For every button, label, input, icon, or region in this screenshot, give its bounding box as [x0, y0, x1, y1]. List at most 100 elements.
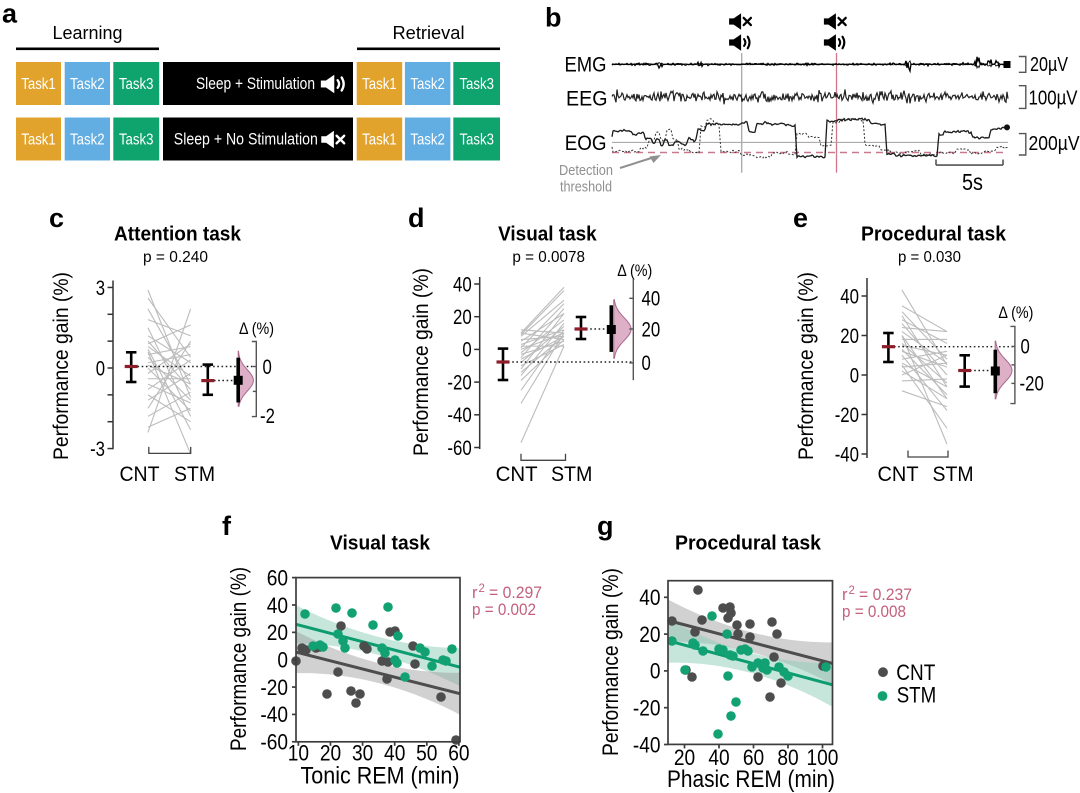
svg-text:CNT: CNT	[496, 462, 538, 486]
svg-text:Task3: Task3	[459, 76, 494, 93]
svg-text:-40: -40	[447, 404, 471, 427]
svg-text:Performance gain (%): Performance gain (%)	[795, 272, 818, 460]
svg-text:-20: -20	[1020, 373, 1044, 396]
svg-text:Procedural task: Procedural task	[675, 533, 822, 555]
svg-text:r: r	[472, 584, 478, 602]
svg-text:3: 3	[96, 277, 105, 300]
svg-text:2: 2	[849, 585, 855, 597]
svg-text:Task3: Task3	[459, 132, 494, 149]
svg-text:20: 20	[267, 620, 288, 645]
svg-text:100: 100	[807, 745, 839, 770]
svg-text:Task2: Task2	[410, 76, 445, 93]
svg-text:CNT: CNT	[896, 660, 935, 685]
svg-text:d: d	[408, 203, 425, 233]
svg-text:p = 0.002: p = 0.002	[472, 601, 536, 619]
svg-text:-20: -20	[835, 404, 859, 427]
svg-text:CNT: CNT	[120, 462, 160, 486]
svg-text:-40: -40	[260, 702, 288, 727]
svg-text:STM: STM	[551, 462, 593, 486]
svg-text:Performance gain (%): Performance gain (%)	[50, 272, 73, 460]
svg-text:-40: -40	[835, 443, 859, 466]
svg-text:Δ (%): Δ (%)	[239, 319, 274, 338]
svg-text:f: f	[222, 511, 232, 541]
svg-text:Task1: Task1	[21, 132, 56, 149]
svg-text:100µV: 100µV	[1029, 88, 1079, 110]
svg-text:p = 0.008: p = 0.008	[842, 603, 906, 621]
svg-text:EMG: EMG	[565, 54, 607, 77]
svg-text:20: 20	[453, 306, 472, 329]
svg-text:200µV: 200µV	[1029, 133, 1080, 155]
svg-text:threshold: threshold	[560, 179, 612, 196]
svg-text:30: 30	[352, 741, 373, 766]
svg-text:20: 20	[674, 745, 695, 770]
svg-text:-20: -20	[260, 675, 288, 700]
svg-text:10: 10	[288, 741, 309, 766]
svg-text:40: 40	[840, 285, 859, 308]
svg-text:Sleep + No Stimulation: Sleep + No Stimulation	[174, 131, 318, 149]
svg-text:Attention task: Attention task	[114, 223, 242, 245]
svg-text:60: 60	[448, 741, 469, 766]
svg-text:= 0.297: = 0.297	[489, 584, 542, 602]
svg-text:-2: -2	[260, 405, 275, 428]
svg-text:STM: STM	[897, 683, 937, 708]
svg-text:0: 0	[277, 648, 288, 673]
svg-text:20: 20	[642, 318, 661, 341]
svg-text:Task2: Task2	[70, 76, 105, 93]
svg-text:40: 40	[708, 745, 729, 770]
svg-text:Learning: Learning	[53, 23, 123, 43]
svg-text:20µV: 20µV	[1030, 54, 1069, 76]
svg-text:Tonic REM (min): Tonic REM (min)	[301, 763, 460, 790]
svg-text:Task3: Task3	[119, 132, 154, 149]
svg-text:60: 60	[743, 745, 764, 770]
svg-text:Task2: Task2	[410, 132, 445, 149]
svg-text:Δ (%): Δ (%)	[998, 303, 1033, 322]
svg-text:CNT: CNT	[878, 462, 919, 486]
svg-text:0: 0	[650, 659, 661, 684]
svg-text:40: 40	[453, 273, 472, 296]
svg-text:Retrieval: Retrieval	[393, 23, 465, 43]
svg-text:Task3: Task3	[119, 76, 154, 93]
svg-text:Procedural task: Procedural task	[861, 223, 1007, 245]
svg-text:Phasic REM (min): Phasic REM (min)	[667, 766, 835, 793]
svg-text:= 0.237: = 0.237	[859, 586, 912, 604]
svg-text:p = 0.240: p = 0.240	[143, 249, 208, 266]
svg-text:STM: STM	[933, 462, 974, 486]
svg-text:40: 40	[642, 288, 661, 311]
svg-text:0: 0	[263, 356, 272, 379]
svg-text:80: 80	[777, 745, 798, 770]
svg-text:STM: STM	[174, 462, 215, 486]
svg-text:Performance gain (%): Performance gain (%)	[410, 268, 433, 456]
svg-text:Performance gain (%): Performance gain (%)	[598, 568, 623, 756]
svg-text:40: 40	[639, 585, 660, 610]
svg-text:Detection: Detection	[559, 162, 613, 179]
svg-text:p = 0.030: p = 0.030	[898, 249, 961, 266]
svg-text:e: e	[793, 203, 808, 233]
svg-text:b: b	[545, 3, 562, 33]
svg-text:g: g	[597, 511, 614, 541]
svg-text:-60: -60	[260, 730, 288, 755]
svg-text:5s: 5s	[962, 169, 983, 195]
svg-text:-20: -20	[633, 696, 661, 721]
svg-text:20: 20	[840, 325, 859, 348]
svg-text:Δ (%): Δ (%)	[617, 261, 652, 280]
svg-text:EEG: EEG	[566, 88, 608, 111]
svg-text:Visual task: Visual task	[498, 223, 597, 245]
svg-text:Sleep + Stimulation: Sleep + Stimulation	[196, 75, 315, 93]
svg-text:-60: -60	[447, 437, 471, 460]
svg-text:40: 40	[267, 593, 288, 618]
svg-text:-3: -3	[90, 438, 105, 461]
svg-text:40: 40	[384, 741, 405, 766]
svg-text:2: 2	[479, 583, 485, 595]
svg-text:Task2: Task2	[70, 132, 105, 149]
svg-text:0: 0	[96, 357, 105, 380]
svg-text:r: r	[842, 586, 848, 604]
svg-text:-20: -20	[447, 371, 471, 394]
svg-text:0: 0	[642, 352, 651, 375]
svg-text:20: 20	[639, 622, 660, 647]
svg-text:60: 60	[267, 565, 288, 590]
svg-text:Task1: Task1	[21, 76, 56, 93]
svg-text:EOG: EOG	[565, 132, 607, 155]
svg-text:Task1: Task1	[362, 76, 397, 93]
svg-text:c: c	[49, 203, 64, 233]
svg-text:50: 50	[416, 741, 437, 766]
